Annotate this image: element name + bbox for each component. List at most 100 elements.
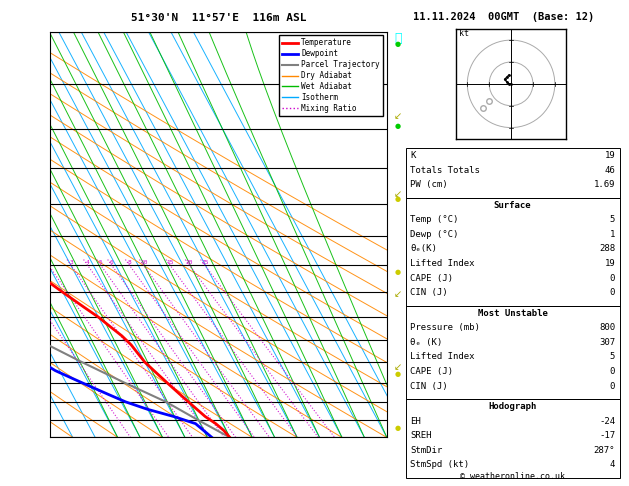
- Text: Dewp (°C): Dewp (°C): [410, 230, 459, 239]
- Text: Lifted Index: Lifted Index: [410, 259, 475, 268]
- Text: 10: 10: [247, 453, 258, 464]
- Text: 15: 15: [166, 260, 174, 265]
- Text: 5: 5: [610, 215, 615, 225]
- Text: 600: 600: [14, 260, 32, 270]
- Text: ↙: ↙: [394, 362, 402, 372]
- Text: Totals Totals: Totals Totals: [410, 166, 480, 175]
- Text: -20: -20: [109, 453, 126, 464]
- Text: 10: 10: [140, 260, 147, 265]
- Text: -17: -17: [599, 431, 615, 440]
- Text: 0: 0: [610, 288, 615, 297]
- Text: 0: 0: [390, 433, 396, 442]
- Text: StmDir: StmDir: [410, 446, 442, 455]
- Text: 800: 800: [599, 323, 615, 332]
- Text: SREH: SREH: [410, 431, 431, 440]
- Text: Pressure (mb): Pressure (mb): [410, 323, 480, 332]
- Text: 5: 5: [610, 352, 615, 362]
- Text: 300: 300: [14, 27, 32, 36]
- Text: 350: 350: [14, 79, 32, 88]
- Text: © weatheronline.co.uk: © weatheronline.co.uk: [460, 472, 565, 481]
- Text: Temp (°C): Temp (°C): [410, 215, 459, 225]
- Text: 51°30'N  11°57'E  116m ASL: 51°30'N 11°57'E 116m ASL: [131, 14, 306, 23]
- Text: ●: ●: [395, 123, 401, 129]
- Text: 40: 40: [381, 453, 392, 464]
- Text: -10: -10: [153, 453, 171, 464]
- Text: 1.69: 1.69: [594, 180, 615, 190]
- Text: 450: 450: [14, 163, 32, 173]
- Text: 550: 550: [14, 231, 32, 241]
- Text: EH: EH: [410, 417, 421, 426]
- Text: 46: 46: [604, 166, 615, 175]
- Text: 900: 900: [14, 397, 32, 407]
- Text: 2: 2: [390, 335, 396, 346]
- Text: ●: ●: [395, 371, 401, 377]
- Text: 950: 950: [14, 415, 32, 425]
- Text: 5: 5: [390, 231, 396, 241]
- Text: 4: 4: [610, 460, 615, 469]
- Text: 288: 288: [599, 244, 615, 254]
- Text: 800: 800: [14, 357, 32, 367]
- Text: Mixing Ratio (g/kg): Mixing Ratio (g/kg): [423, 187, 431, 282]
- Text: 700: 700: [14, 312, 32, 322]
- Text: 3: 3: [69, 260, 73, 265]
- Text: 1: 1: [610, 230, 615, 239]
- Text: PW (cm): PW (cm): [410, 180, 448, 190]
- Text: 0: 0: [204, 453, 210, 464]
- Text: 500: 500: [14, 199, 32, 209]
- Text: ↙: ↙: [394, 190, 402, 199]
- Text: ●: ●: [395, 41, 401, 47]
- Text: K: K: [410, 151, 416, 160]
- Text: 19: 19: [604, 259, 615, 268]
- Text: kt: kt: [459, 29, 469, 38]
- Text: 650: 650: [14, 287, 32, 297]
- Text: CIN (J): CIN (J): [410, 288, 448, 297]
- Text: ●: ●: [395, 269, 401, 275]
- Text: 400: 400: [14, 123, 32, 134]
- Text: Lifted Index: Lifted Index: [410, 352, 475, 362]
- Text: 8: 8: [390, 27, 396, 36]
- Text: 6: 6: [110, 260, 114, 265]
- Text: 8: 8: [128, 260, 131, 265]
- Text: 30: 30: [336, 453, 348, 464]
- Text: Surface: Surface: [494, 201, 532, 210]
- Text: 20: 20: [291, 453, 303, 464]
- Text: 287°: 287°: [594, 446, 615, 455]
- Text: 25: 25: [201, 260, 209, 265]
- Text: 1: 1: [390, 378, 396, 388]
- Text: θₑ (K): θₑ (K): [410, 338, 442, 347]
- Text: 0: 0: [610, 367, 615, 376]
- Text: ↙: ↙: [394, 112, 402, 122]
- Text: ⮡: ⮡: [394, 33, 402, 45]
- Text: Most Unstable: Most Unstable: [477, 309, 548, 318]
- Text: ●: ●: [395, 425, 401, 431]
- Text: ↙: ↙: [394, 289, 402, 299]
- Text: CAPE (J): CAPE (J): [410, 367, 453, 376]
- Text: 20: 20: [186, 260, 193, 265]
- Text: CAPE (J): CAPE (J): [410, 274, 453, 283]
- Text: hPa: hPa: [14, 14, 32, 23]
- Text: ●: ●: [395, 196, 401, 202]
- Text: 5: 5: [99, 260, 103, 265]
- Text: LCL: LCL: [390, 416, 405, 425]
- Text: 750: 750: [14, 335, 32, 346]
- Legend: Temperature, Dewpoint, Parcel Trajectory, Dry Adiabat, Wet Adiabat, Isotherm, Mi: Temperature, Dewpoint, Parcel Trajectory…: [279, 35, 383, 116]
- Text: θₑ(K): θₑ(K): [410, 244, 437, 254]
- Text: 11.11.2024  00GMT  (Base: 12): 11.11.2024 00GMT (Base: 12): [413, 12, 594, 22]
- Text: 4: 4: [390, 287, 396, 297]
- Text: km
ASL: km ASL: [390, 10, 405, 28]
- Text: 3: 3: [390, 312, 396, 322]
- Text: 0: 0: [610, 274, 615, 283]
- Text: 0: 0: [610, 382, 615, 391]
- Text: CIN (J): CIN (J): [410, 382, 448, 391]
- Text: 4: 4: [86, 260, 89, 265]
- Text: 7: 7: [390, 123, 396, 134]
- Text: -24: -24: [599, 417, 615, 426]
- Text: Dewpoint / Temperature (°C): Dewpoint / Temperature (°C): [139, 467, 298, 477]
- Text: 19: 19: [604, 151, 615, 160]
- Text: Hodograph: Hodograph: [489, 402, 537, 411]
- Text: 6: 6: [390, 163, 396, 173]
- Text: 850: 850: [14, 378, 32, 388]
- Text: 307: 307: [599, 338, 615, 347]
- Text: StmSpd (kt): StmSpd (kt): [410, 460, 469, 469]
- Text: 1000: 1000: [8, 433, 32, 442]
